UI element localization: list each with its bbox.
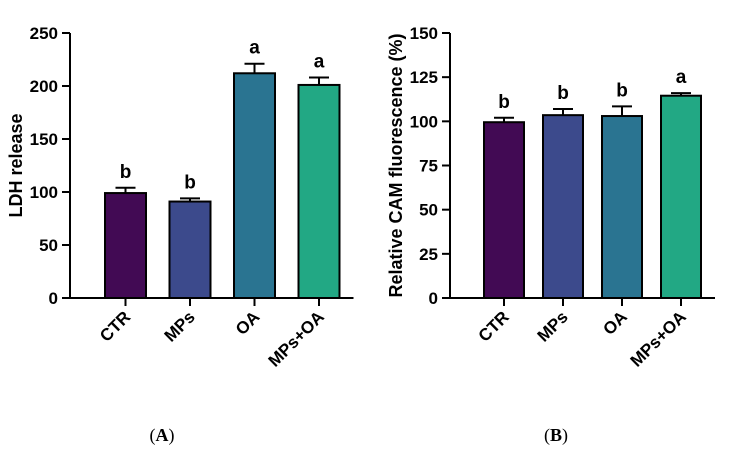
panel-a-sig-label: b (184, 172, 196, 193)
panel-b-y-tick-label: 100 (410, 112, 438, 131)
panel-a-y-tick-label: 50 (39, 236, 58, 255)
panel-a-y-tick-label: 250 (30, 24, 58, 43)
panel-b-category-label: MPs (534, 307, 572, 345)
panel-a-y-tick-label: 100 (30, 183, 58, 202)
panel-b-bar-mps-oa (660, 94, 702, 300)
panel-a-category-label: CTR (96, 307, 134, 345)
panel-b-y-tick-label: 125 (410, 68, 438, 87)
panel-b-sig-label: b (498, 92, 510, 113)
panel-b-category-label: OA (599, 307, 630, 338)
panel-a-sig-label: a (249, 38, 260, 59)
panel-a-category-label: OA (232, 307, 263, 338)
panel-a-bar-mps (168, 200, 212, 299)
panel-b-category-label: CTR (475, 307, 513, 345)
panel-b-y-tick-label: 0 (429, 289, 438, 308)
panel-a: LDH release (A) 0 50 100 150 200 250 b CTR b MPs a… (6, 24, 354, 446)
panel-a-label-letter: A (156, 425, 169, 445)
panel-a-category-label: MPs (161, 307, 199, 345)
panel-a-label: (A) (150, 425, 175, 446)
panel-b-sig-label: b (616, 80, 628, 101)
panel-a-label-close: ) (169, 425, 175, 446)
panel-b-ylabel: Relative CAM fluorescence (%) (386, 33, 406, 297)
panel-a-y-tick-label: 200 (30, 77, 58, 96)
panel-a-category-label: MPs+OA (265, 307, 328, 370)
panel-a-bar-mps-oa (297, 83, 341, 299)
panel-b: Relative CAM fluorescence (%) (B) 0 25 50 7… (386, 24, 715, 446)
panel-b-label-close: ) (562, 425, 568, 446)
panel-b-bar-oa (601, 115, 643, 299)
panel-b-bar-mps (542, 114, 584, 300)
panel-b-y-tick-label: 25 (419, 245, 438, 264)
panel-a-y-tick-label: 0 (49, 289, 58, 308)
panel-a-sig-label: b (120, 162, 132, 183)
panel-b-sig-label: a (676, 67, 687, 88)
panel-b-y-tick-label: 75 (419, 157, 438, 176)
panel-a-label-open: ( (150, 425, 156, 446)
panel-a-sig-label: a (314, 52, 325, 73)
panel-b-bar-ctr (483, 121, 525, 300)
panel-a-bar-oa (233, 72, 276, 299)
panel-b-y-tick-label: 50 (419, 201, 438, 220)
panel-a-y-tick-label: 150 (30, 130, 58, 149)
panel-b-label: (B) (544, 425, 568, 446)
panel-b-category-label: MPs+OA (627, 307, 690, 370)
panel-b-sig-label: b (557, 83, 569, 104)
panel-a-bar-ctr (104, 192, 147, 299)
panel-b-y-tick-label: 150 (410, 24, 438, 43)
panel-a-ylabel: LDH release (6, 113, 26, 217)
panel-b-label-letter: B (550, 425, 562, 445)
panel-b-label-open: ( (544, 425, 550, 446)
